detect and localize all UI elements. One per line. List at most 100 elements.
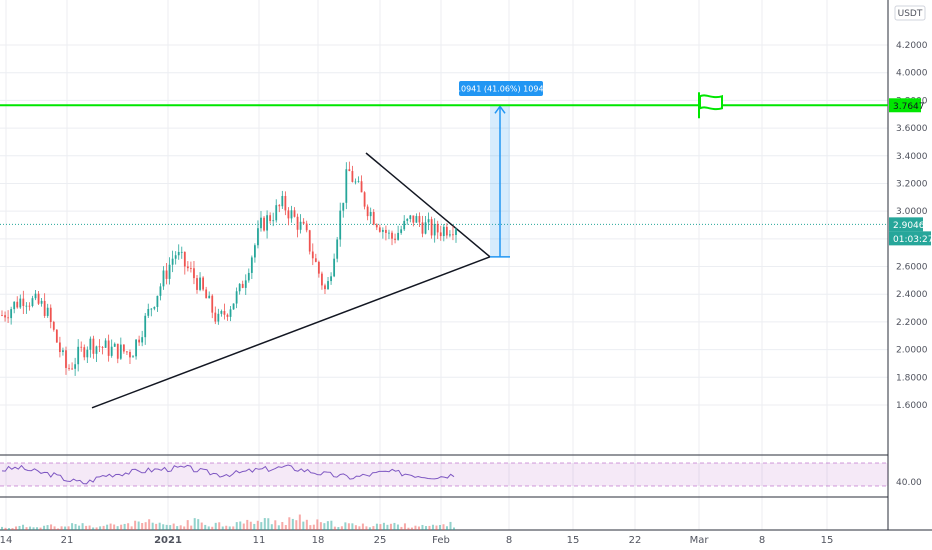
volume-bar (351, 523, 354, 530)
candle-body (177, 251, 180, 256)
candle-body (366, 206, 369, 217)
candle-body (430, 219, 433, 236)
volume-bar (347, 523, 350, 530)
measure-tool[interactable]: 1.0941 (41.06%) 10941 (453, 81, 549, 258)
candle-body (385, 229, 387, 233)
volume-bar (382, 522, 385, 530)
flag-shape (699, 94, 723, 111)
candle-body (193, 268, 195, 279)
candle-body (101, 347, 104, 348)
candle-body (80, 346, 83, 348)
candle-body (1, 315, 3, 316)
candle-body (238, 283, 241, 292)
candle-body (28, 305, 31, 307)
candle-body (110, 346, 113, 356)
volume-bar (57, 528, 60, 530)
countdown-badge (889, 231, 931, 246)
candle-body (22, 298, 25, 306)
candle-body (321, 273, 323, 286)
candlestick-series (1, 161, 457, 376)
hline-price-badge (889, 98, 921, 113)
candle-body (226, 314, 229, 317)
volume-bar (211, 526, 214, 530)
volume-bar (134, 520, 137, 530)
triangle-support-line[interactable] (91, 256, 491, 409)
candle-body (305, 223, 308, 231)
volume-bar (386, 524, 389, 530)
current-price-badge (889, 217, 923, 232)
time-axis[interactable]: 14 21 2021 11 18 25 Feb 8 15 22 Mar 8 15 (0, 535, 833, 546)
volume-bar (389, 523, 392, 530)
flag-icon[interactable] (698, 92, 723, 119)
volume-bar (295, 520, 298, 530)
volume-bar (190, 525, 193, 530)
candle-body (119, 344, 122, 359)
volume-bar (316, 519, 319, 530)
volume-bar (246, 519, 249, 530)
candle-body (250, 257, 253, 273)
candle-body (40, 300, 43, 304)
volume-bar (403, 523, 406, 530)
volume-bar (113, 524, 116, 530)
currency-box[interactable] (894, 5, 926, 21)
volume-bar (431, 524, 434, 530)
rsi-level-label: 40.00 (896, 478, 922, 488)
candle-body (25, 305, 28, 307)
volume-bar (53, 526, 56, 530)
price-tick-label: 4.2000 (896, 41, 928, 51)
volume-bar (165, 524, 168, 530)
candle-body (287, 210, 290, 219)
candle-body (296, 216, 299, 230)
measure-label: 1.0941 (41.06%) 10941 (453, 85, 548, 94)
candle-body (89, 338, 92, 350)
price-tick-label: 2.0000 (896, 346, 928, 356)
volume-bar (155, 523, 158, 530)
candle-body (278, 205, 281, 207)
price-axis[interactable]: 1.60001.80002.00002.20002.40002.60002.80… (889, 5, 932, 488)
time-tick-label: 15 (821, 535, 834, 546)
volume-bar (88, 525, 91, 530)
volume-bar (281, 522, 284, 530)
candle-body (229, 309, 232, 317)
candle-body (129, 351, 131, 358)
volume-bar (116, 526, 119, 530)
volume-bar (18, 525, 21, 530)
volume-bar (340, 526, 343, 530)
volume-bar (414, 525, 417, 530)
triangle-pattern[interactable] (91, 152, 491, 409)
candle-body (74, 364, 77, 369)
volume-bar (4, 527, 7, 530)
candle-body (211, 295, 214, 313)
candle-body (199, 277, 201, 290)
candle-body (135, 339, 137, 357)
volume-bar (29, 526, 32, 530)
candle-body (314, 258, 317, 262)
volume-bar (256, 520, 259, 530)
volume-bar (78, 525, 81, 530)
time-tick-label: 2021 (154, 535, 182, 546)
candle-body (183, 251, 186, 267)
horizontal-line[interactable] (0, 92, 888, 119)
volume-bar (361, 523, 364, 530)
triangle-resistance-line[interactable] (365, 152, 491, 258)
volume-bar (333, 526, 336, 530)
hline-price-label: 3.7647 (893, 102, 925, 112)
candle-body (455, 229, 457, 236)
currency-label[interactable]: USDT (898, 9, 923, 19)
candle-body (354, 181, 357, 183)
candle-body (275, 205, 278, 221)
time-tick-label: 8 (759, 535, 765, 546)
volume-bar (309, 525, 312, 530)
candle-body (272, 220, 275, 222)
volume-bar (137, 521, 140, 530)
volume-bar (8, 528, 11, 530)
candle-body (58, 342, 61, 353)
rsi-band (0, 463, 888, 486)
candle-body (394, 238, 396, 240)
candle-body (196, 278, 198, 290)
volume-bar (207, 526, 210, 530)
candle-body (217, 313, 220, 322)
candle-body (381, 229, 384, 232)
volume-bar (85, 525, 88, 530)
